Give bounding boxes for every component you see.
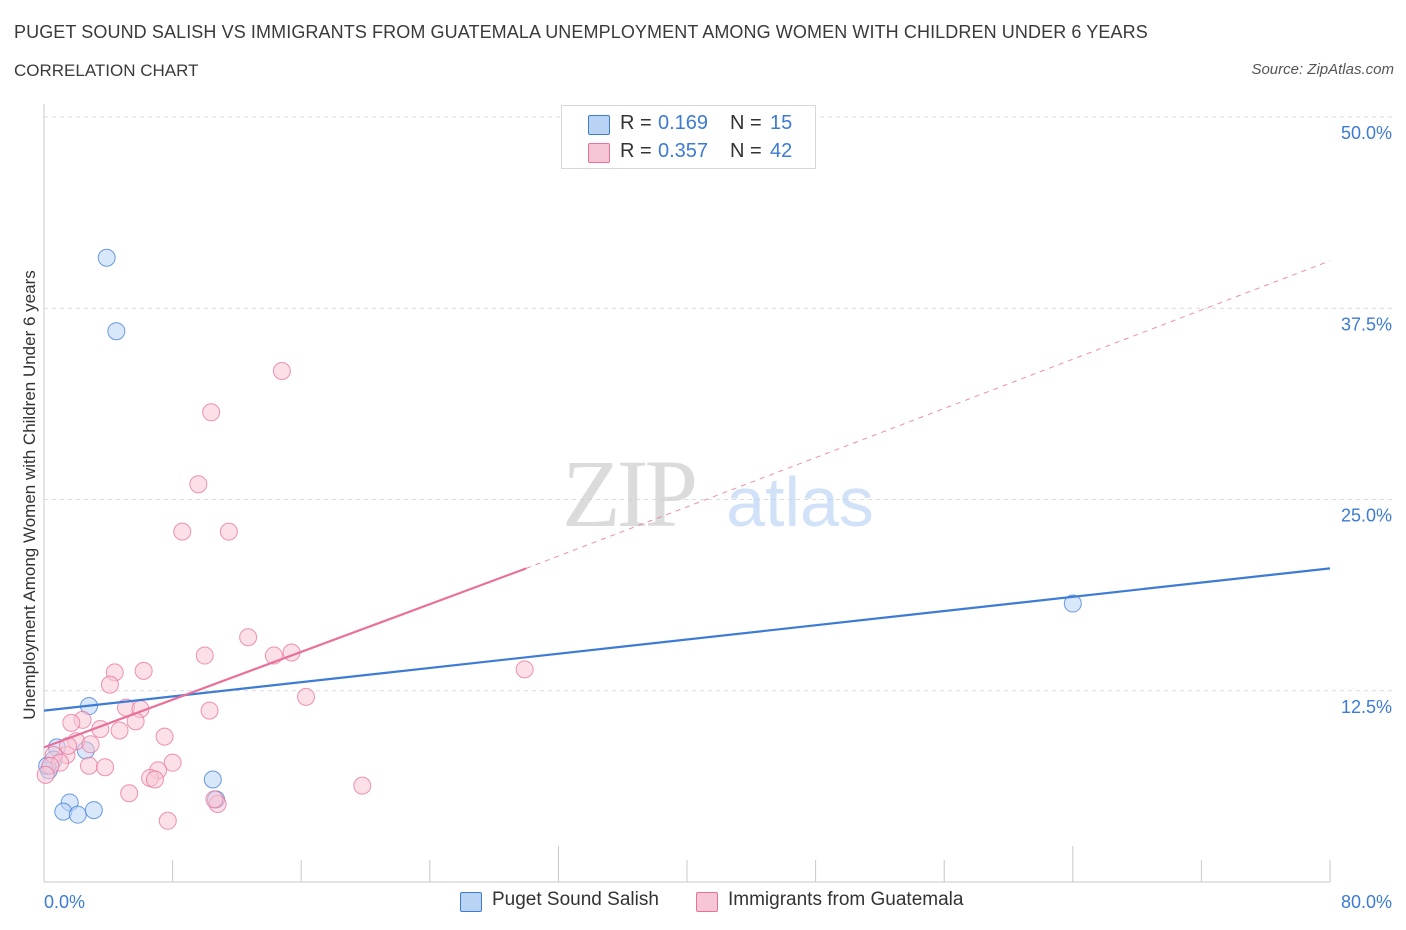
x-tick-label: 80.0% [1341, 892, 1392, 912]
axes-layer [43, 104, 1331, 883]
guatemala-point [353, 776, 372, 795]
guatemala-point [205, 790, 224, 809]
guatemala-point [100, 675, 119, 694]
points-layer [36, 248, 1082, 830]
n-label: N = [730, 140, 762, 162]
grid-layer [44, 116, 1392, 692]
chart-subtitle: CORRELATION CHART [14, 61, 199, 80]
puget-point [107, 322, 126, 341]
puget-point [1063, 594, 1082, 613]
trend-layer [43, 260, 1331, 749]
r-value: 0.357 [658, 140, 709, 162]
guatemala-point [155, 727, 174, 746]
n-value: 42 [770, 140, 793, 162]
guatemala-point [173, 522, 192, 541]
guatemala-point [200, 701, 219, 720]
n-value: 15 [770, 112, 793, 134]
y-tick-label: 12.5% [1341, 697, 1392, 717]
guatemala-point [62, 713, 81, 732]
r-value: 0.169 [658, 112, 709, 134]
puget-trend-line [43, 567, 1331, 712]
stats-legend: R = 0.169 N = 15 R = 0.357 N = 42 [561, 105, 816, 169]
n-label: N = [730, 112, 762, 134]
x-tick-label: 0.0% [44, 892, 85, 912]
y-tick-label: 37.5% [1341, 314, 1392, 334]
y-axis-label: Unemployment Among Women with Children U… [20, 270, 39, 719]
r-label: R = [620, 112, 652, 134]
guatemala-point [120, 784, 139, 803]
guatemala-point [81, 735, 100, 754]
chart-title: PUGET SOUND SALISH VS IMMIGRANTS FROM GU… [14, 22, 1148, 42]
guatemala-point [239, 628, 258, 647]
guatemala-point [272, 361, 291, 380]
puget-point [203, 770, 222, 789]
watermark-atlas: atlas [726, 463, 874, 541]
puget-point [97, 248, 116, 267]
guatemala-point [158, 811, 177, 830]
guatemala-point [163, 753, 182, 772]
guatemala-point [36, 765, 55, 784]
source-label: Source: ZipAtlas.com [1251, 61, 1394, 78]
guatemala-trend-extension [526, 260, 1331, 569]
guatemala-point [96, 758, 115, 777]
guatemala-point [80, 756, 99, 775]
guatemala-point [202, 403, 221, 422]
guatemala-trend-line [43, 567, 527, 749]
guatemala-point [297, 687, 316, 706]
guatemala-point [195, 646, 214, 665]
guatemala-point [189, 475, 208, 494]
legend-label-guatemala: Immigrants from Guatemala [728, 889, 964, 910]
guatemala-point [219, 522, 238, 541]
guatemala-point [145, 770, 164, 789]
puget-point [68, 805, 87, 824]
legend-swatch-puget [460, 892, 482, 912]
y-tick-label: 50.0% [1341, 123, 1392, 143]
series-legend: Puget Sound Salish Immigrants from Guate… [0, 889, 1406, 915]
r-label: R = [620, 140, 652, 162]
legend-swatch-guatemala [696, 892, 718, 912]
y-tick-label: 25.0% [1341, 506, 1392, 526]
guatemala-point [134, 661, 153, 680]
guatemala-point [110, 721, 129, 740]
puget-point [84, 801, 103, 820]
guatemala-swatch [588, 143, 610, 163]
guatemala-point [515, 660, 534, 679]
legend-label-puget: Puget Sound Salish [492, 889, 659, 910]
labels-layer: 12.5% 25.0% 37.5% 50.0% 0.0% 80.0% Unemploymen… [20, 123, 1392, 912]
watermark: ZIP atlas [562, 440, 874, 547]
watermark-zip: ZIP [562, 440, 695, 547]
puget-swatch [588, 115, 610, 135]
